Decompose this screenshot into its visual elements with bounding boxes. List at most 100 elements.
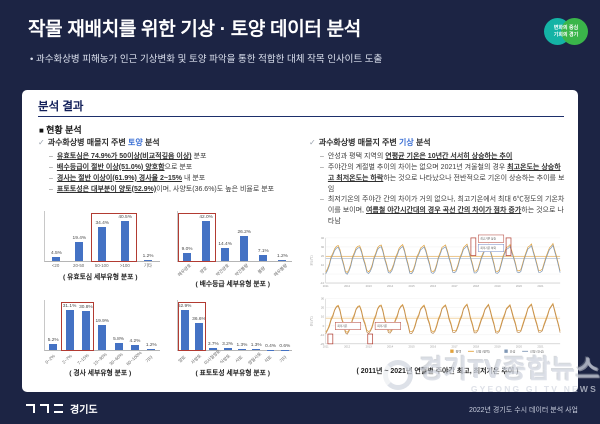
svg-text:2011: 2011 xyxy=(323,284,329,288)
card-title: 분석 결과 xyxy=(38,101,84,113)
text-segment: 표토토성은 대부분이 양토(52.9%) xyxy=(56,185,157,193)
bar xyxy=(52,256,61,262)
svg-text:온도(℃): 온도(℃) xyxy=(309,316,313,326)
text-segment: 과수화상병 매몰지 주변 xyxy=(47,138,128,147)
soil-bar-charts: 4.5% 19.4% 34.4% 40.5% 1.2% <20 20-50 50-100 >10… xyxy=(38,203,295,377)
analysis-result-card: 분석 결과 현황 분석 ✓과수화상병 매몰지 주변 토양 분석 –유효토심은 7… xyxy=(22,90,578,392)
svg-text:2012: 2012 xyxy=(344,284,351,288)
bar-chart-plot: 52.9% 36.6% 3.7% 3.2% 1.3% 1.3% 0.4% 0.6% xyxy=(176,300,292,352)
bar xyxy=(237,349,246,351)
text-segment: 배수등급이 절반 이상(51.0%) 양호함 xyxy=(56,163,165,171)
text-segment: 이며, 사양토(36.6%)도 높은 비율로 분포 xyxy=(156,185,275,193)
bar-value-label: 7.1% xyxy=(257,248,269,254)
svg-text:2018: 2018 xyxy=(473,345,480,349)
svg-text:2018: 2018 xyxy=(473,284,480,288)
bar-slot: 5.8% xyxy=(110,300,126,351)
text-segment: 내 분포 xyxy=(182,174,206,182)
svg-text:최고기온 상승: 최고기온 상승 xyxy=(480,237,496,241)
soil-analysis-column: ✓ 과수화상병 매몰지 주변 토양 분석 – 유효토심은 74.9%가 50이상(비… xyxy=(38,137,305,386)
svg-text:2016: 2016 xyxy=(430,284,437,288)
section-title: 현황 분석 xyxy=(39,123,82,136)
bullet-item: – 경사는 절반 이상이(61.9%) 경사율 2~15% 내 분포 xyxy=(49,174,295,185)
bar-slot: 3.7% xyxy=(206,300,220,351)
bar xyxy=(98,324,107,351)
dash-icon: – xyxy=(49,185,53,193)
card-title-rule xyxy=(38,116,564,117)
bar-slot: 36.6% xyxy=(192,300,206,351)
text-segment: 최저기온의 주야간 간의 차이가 거의 없으나, 최고기온에서 최대 6℃정도의… xyxy=(327,196,565,215)
series-평택 xyxy=(325,302,561,333)
bar-value-label: 30.8% xyxy=(79,304,93,310)
bar-slot: 19.4% xyxy=(68,211,91,262)
bullet-item: – 표토토성은 대부분이 양토(52.9%)이며, 사양토(36.6%)도 높은 … xyxy=(49,185,295,196)
svg-text:안성: 안성 xyxy=(510,349,516,354)
svg-text:0: 0 xyxy=(323,272,325,276)
bar-chart-caption: ( 배수등급 세부유형 분포 ) xyxy=(195,281,271,289)
bar-value-label: 40.5% xyxy=(118,215,132,221)
svg-text:0: 0 xyxy=(323,324,325,328)
bar xyxy=(221,247,230,262)
bar-slot: 30.8% xyxy=(78,300,94,351)
x-axis-label: 기타 xyxy=(143,263,152,269)
bar xyxy=(259,254,268,262)
bar-value-label: 52.9% xyxy=(177,304,192,310)
bar xyxy=(252,349,261,351)
badge-line2: 기회의 경기 xyxy=(553,32,579,38)
bar-slot: 1.2% xyxy=(143,300,159,351)
x-axis-label: 50-100 xyxy=(94,263,109,269)
text-segment: 하는 것으로 나타남 xyxy=(327,207,564,226)
dash-icon: – xyxy=(49,153,53,160)
bar-value-label: 1.2% xyxy=(145,342,157,348)
bar xyxy=(278,260,287,262)
svg-text:2020: 2020 xyxy=(516,284,523,288)
bar-slot: 7.1% xyxy=(254,211,273,262)
series-안성 xyxy=(325,244,561,275)
bar-slot: 3.2% xyxy=(220,300,234,351)
dash-icon: – xyxy=(320,196,324,204)
bar-chart-plot: 9.0% 42.0% 14.4% 26.2% 7.1% 1.2% xyxy=(176,211,292,263)
bar xyxy=(144,260,153,262)
bar xyxy=(266,349,275,351)
bar-chart: 52.9% 36.6% 3.7% 3.2% 1.3% 1.3% 0.4% 0.6% 양토 사양토 미… xyxy=(171,292,296,377)
bar-value-label: 19.4% xyxy=(72,236,87,242)
bullet-text: 최저기온의 주야간 간의 차이가 거의 없으나, 최고기온에서 최대 6℃정도의… xyxy=(328,195,566,228)
line-chart-caption: ( 2011년 ~ 2021년 연월별 주야간 최고, 최저기온 추이 ) xyxy=(356,368,519,376)
logo-bars-icon xyxy=(54,404,63,413)
weather-heading-text: 과수화상병 매몰지 주변 기상 분석 xyxy=(319,138,431,147)
soil-heading-text: 과수화상병 매몰지 주변 토양 분석 xyxy=(48,138,160,147)
text-segment: 하는 것으로 나타났으나 전반적으로 기온이 상승하는 추이를 보임 xyxy=(327,174,565,193)
svg-text:2015: 2015 xyxy=(409,345,416,349)
bar xyxy=(147,348,156,351)
svg-text:평택: 평택 xyxy=(456,349,462,354)
bar xyxy=(114,342,123,351)
bar-chart-plot: 4.5% 19.4% 34.4% 40.5% 1.2% xyxy=(44,211,160,263)
badge-text: 변화의 중심 기회의 경기 xyxy=(542,16,590,48)
svg-text:2021: 2021 xyxy=(537,345,544,349)
bar-value-label: 1.3% xyxy=(250,343,262,349)
svg-text:2014: 2014 xyxy=(387,345,394,349)
bar-slot: 4.2% xyxy=(127,300,143,351)
bar xyxy=(183,252,192,262)
bar-x-labels: 매우양호 양호 약간양호 약간불량 불량 매우불량 xyxy=(176,263,293,278)
bar-x-labels: 0~2% 2~7% 7~15% 15~30% 30~60% 60~100% 기타 xyxy=(44,351,160,367)
text-segment: 분석 xyxy=(142,138,160,147)
svg-text:2019: 2019 xyxy=(494,345,501,349)
bar xyxy=(65,310,74,351)
bar-value-label: 1.2% xyxy=(276,254,288,260)
svg-text:2017: 2017 xyxy=(451,345,458,349)
svg-text:2016: 2016 xyxy=(430,345,437,349)
bullet-item: – 배수등급이 절반 이상(51.0%) 양호함으로 분포 xyxy=(49,163,295,174)
badge-line1: 변화의 중심 xyxy=(553,25,579,31)
bar-slot: 26.2% xyxy=(235,211,254,262)
text-segment: 주야간의 계절별 추이의 차이는 없으며 2021년 겨울철의 경우 xyxy=(327,163,508,171)
bar-slot: 1.2% xyxy=(137,211,160,262)
bar-value-label: 3.2% xyxy=(222,341,234,347)
svg-text:2014: 2014 xyxy=(387,284,394,288)
svg-text:온도(℃): 온도(℃) xyxy=(309,255,313,265)
svg-text:2017: 2017 xyxy=(451,284,458,288)
svg-text:2020: 2020 xyxy=(516,345,523,349)
text-segment: 으로 분포 xyxy=(164,163,193,171)
logo-giyeok-icon xyxy=(26,404,35,413)
